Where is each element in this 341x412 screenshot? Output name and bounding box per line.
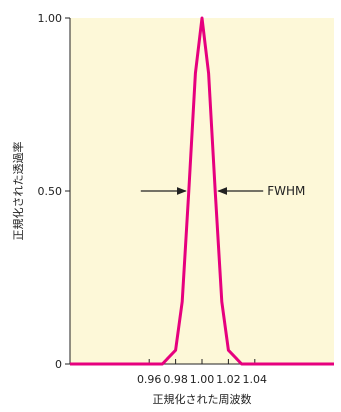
x-tick-label: 1.02 — [216, 373, 241, 386]
y-axis-title: 正規化された透過率 — [11, 142, 25, 241]
transmission-curve — [69, 16, 335, 366]
y-tick-label: 0 — [55, 358, 62, 371]
x-axis-title: 正規化された周波数 — [153, 392, 252, 406]
plot-background — [70, 18, 334, 364]
x-tick-label: 0.96 — [137, 373, 162, 386]
y-tick-label: 0.50 — [38, 185, 63, 198]
x-tick-label: 0.98 — [163, 373, 188, 386]
fwhm-label: FWHM — [267, 184, 305, 198]
x-tick-label: 1.00 — [190, 373, 215, 386]
x-tick-label: 1.04 — [243, 373, 268, 386]
y-tick-label: 1.00 — [38, 12, 63, 25]
